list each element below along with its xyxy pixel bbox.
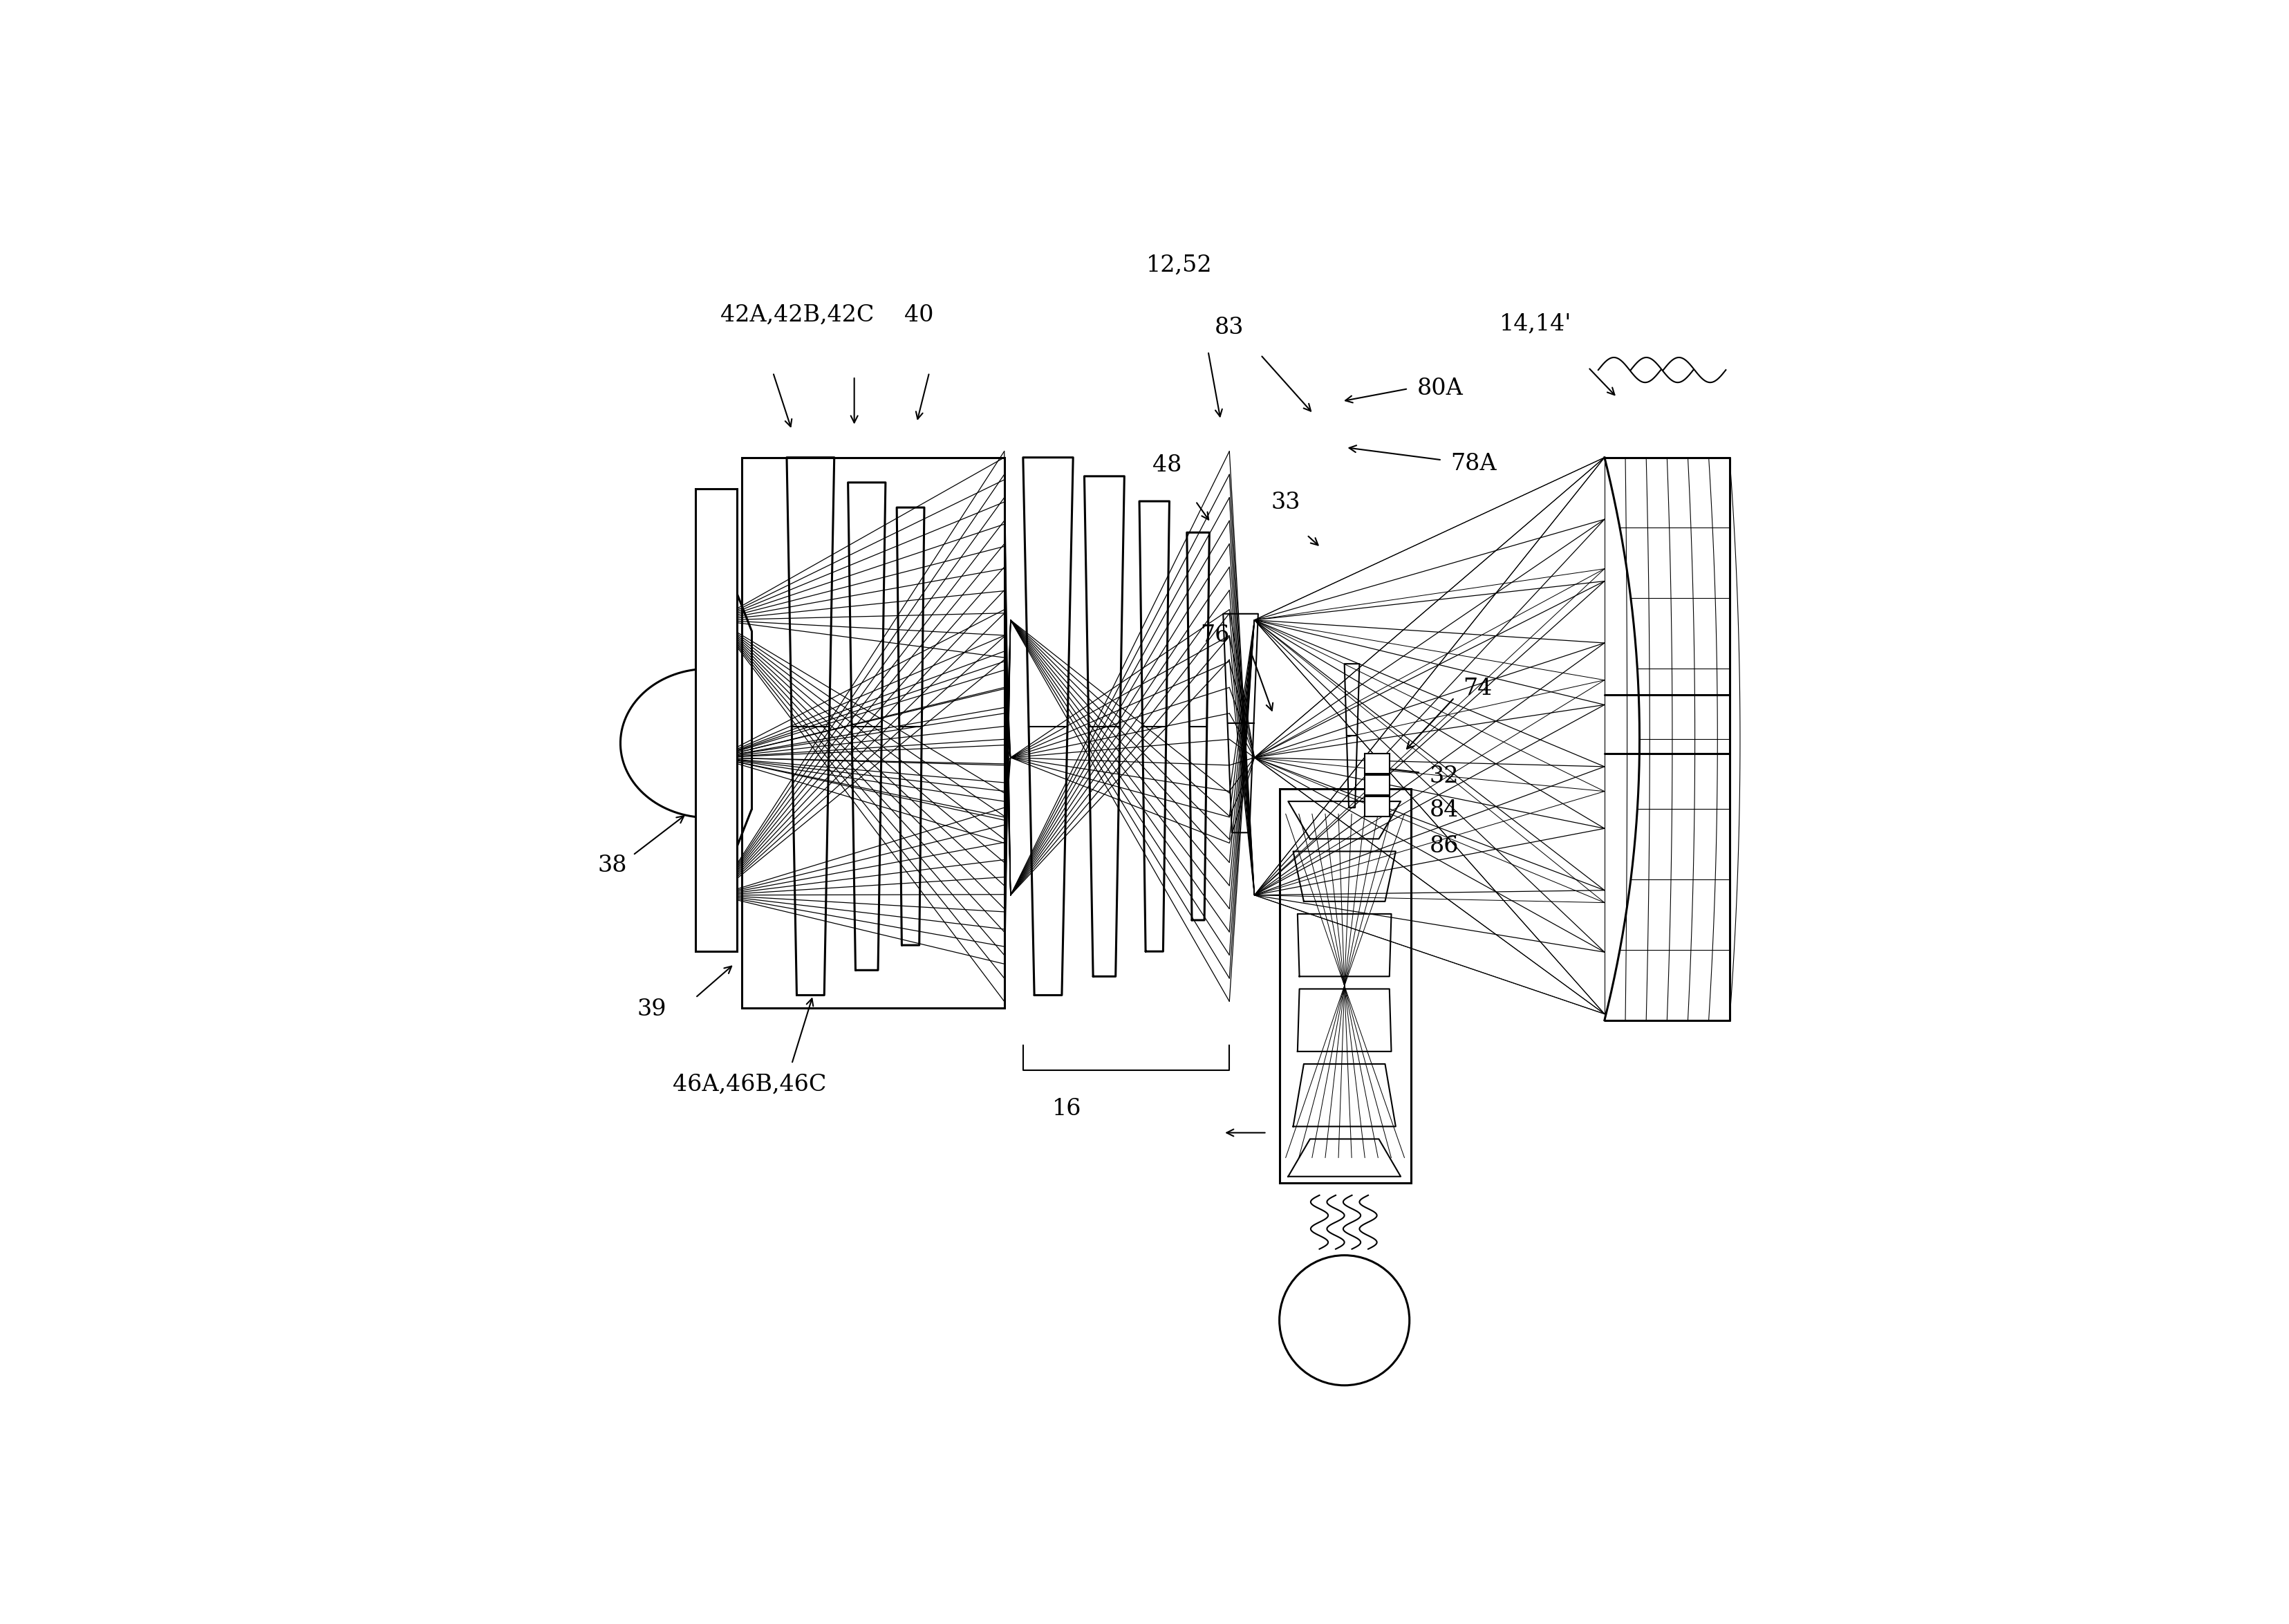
Bar xyxy=(1364,775,1389,796)
Text: 86: 86 xyxy=(1428,835,1458,857)
Bar xyxy=(1280,789,1410,1182)
Text: 46A,46B,46C: 46A,46B,46C xyxy=(673,1073,826,1095)
Text: 40: 40 xyxy=(904,304,934,326)
Text: 14,14': 14,14' xyxy=(1499,313,1573,335)
Circle shape xyxy=(1280,1255,1410,1385)
Text: 78A: 78A xyxy=(1451,453,1497,474)
Text: 39: 39 xyxy=(636,999,666,1020)
Text: 42A,42B,42C: 42A,42B,42C xyxy=(721,304,874,326)
Text: 84: 84 xyxy=(1428,799,1458,822)
Text: 16: 16 xyxy=(1053,1098,1080,1121)
Bar xyxy=(1364,754,1389,775)
Text: 38: 38 xyxy=(597,854,627,877)
Bar xyxy=(742,458,1005,1007)
Text: 83: 83 xyxy=(1215,317,1245,339)
Bar xyxy=(696,489,737,952)
Text: 48: 48 xyxy=(1151,455,1181,476)
Text: 32: 32 xyxy=(1428,765,1458,788)
Text: 80A: 80A xyxy=(1417,378,1463,400)
Text: 76: 76 xyxy=(1199,624,1229,646)
Text: 12,52: 12,52 xyxy=(1147,253,1213,276)
Text: 33: 33 xyxy=(1270,492,1300,513)
Text: 74: 74 xyxy=(1463,677,1492,700)
Bar xyxy=(1364,796,1389,817)
